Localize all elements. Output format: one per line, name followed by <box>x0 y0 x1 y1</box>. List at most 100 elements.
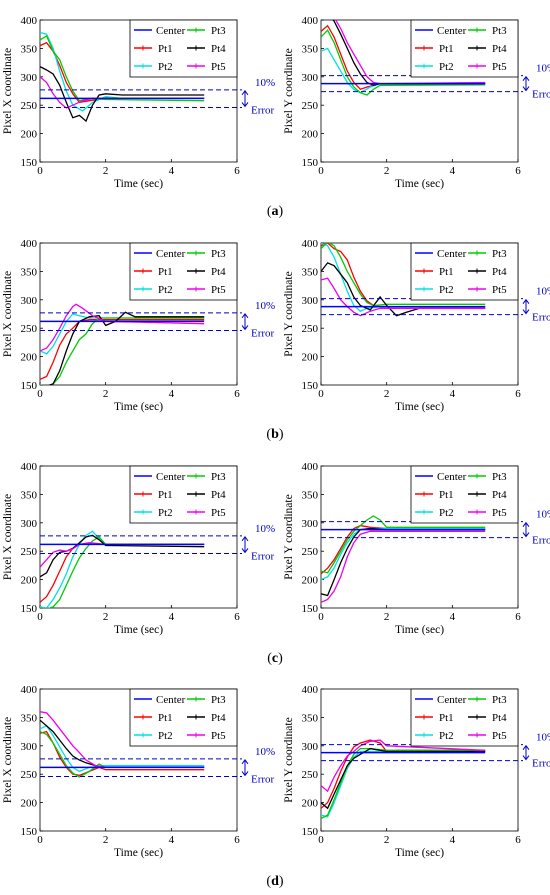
error-arrow-head-up <box>522 744 530 750</box>
error-label-top: 10% <box>536 509 550 521</box>
x-tick-label: 4 <box>450 834 456 846</box>
y-tick-label: 350 <box>302 489 319 501</box>
x-tick-label: 0 <box>37 165 43 177</box>
y-tick-label: 300 <box>21 295 38 307</box>
legend: Center Pt3 Pt1 Pt4 Pt2 Pt5 <box>410 688 519 747</box>
legend-label-pt2: Pt2 <box>158 507 173 519</box>
legend-label-pt4: Pt4 <box>211 489 226 501</box>
chart-panel-5: 0 2 4 6 150 200 250 300 350 400 Time (sec) Pixel Y … <box>283 461 550 636</box>
x-tick-label: 0 <box>318 834 324 846</box>
x-axis-label: Time (sec) <box>395 178 444 190</box>
data-layer <box>40 530 205 608</box>
legend-label-pt2: Pt2 <box>439 507 454 519</box>
y-tick-label: 350 <box>21 266 38 278</box>
error-label-top: 10% <box>255 77 275 89</box>
series-line-pt4 <box>321 747 486 810</box>
y-tick-label: 250 <box>302 769 319 781</box>
y-tick-label: 200 <box>21 129 38 141</box>
x-tick-label: 0 <box>37 611 43 623</box>
y-tick-label: 400 <box>302 461 319 473</box>
error-arrow-head-up <box>522 298 530 304</box>
error-arrow-head-down <box>522 86 530 92</box>
y-tick-label: 400 <box>21 684 38 696</box>
x-tick-label: 6 <box>515 165 521 177</box>
y-tick-label: 400 <box>21 238 38 250</box>
error-arrow-head-up <box>522 75 530 81</box>
x-tick-label: 2 <box>103 388 109 400</box>
series-line-pt3 <box>321 29 486 96</box>
y-tick-label: 350 <box>302 266 319 278</box>
legend-label-pt5: Pt5 <box>492 61 507 73</box>
subfigure-label-c: (c) <box>267 651 283 666</box>
y-axis-label: Pixel Y coordinate <box>283 494 295 579</box>
legend-label-pt5: Pt5 <box>492 507 507 519</box>
x-axis-label: Time (sec) <box>114 401 163 413</box>
series-line-pt4 <box>40 66 205 123</box>
y-tick-label: 300 <box>21 741 38 753</box>
y-axis-label: Pixel X coordinate <box>2 271 14 357</box>
legend-label-pt1: Pt1 <box>439 712 454 724</box>
error-arrow-head-down <box>522 755 530 761</box>
series-line-pt2 <box>40 530 205 608</box>
legend-label-pt3: Pt3 <box>211 471 226 483</box>
error-label-top: 10% <box>255 746 275 758</box>
legend-label-pt5: Pt5 <box>211 507 226 519</box>
x-tick-label: 6 <box>234 388 240 400</box>
series-line-pt3 <box>40 536 205 608</box>
x-tick-label: 2 <box>384 834 390 846</box>
y-tick-label: 250 <box>21 100 38 112</box>
legend-label-pt1: Pt1 <box>158 43 173 55</box>
x-axis-label: Time (sec) <box>114 624 163 636</box>
series-line-pt2 <box>321 527 486 581</box>
error-arrow-head-up <box>241 90 249 96</box>
y-tick-label: 300 <box>302 741 319 753</box>
y-tick-label: 150 <box>302 157 319 169</box>
error-label-bottom: Error <box>251 104 275 116</box>
y-axis-label: Pixel X coordinate <box>2 48 14 134</box>
y-tick-label: 300 <box>302 518 319 530</box>
x-tick-label: 0 <box>318 388 324 400</box>
y-tick-label: 150 <box>21 826 38 838</box>
x-tick-label: 2 <box>103 834 109 846</box>
series-line-pt4 <box>47 311 205 385</box>
legend-label-pt1: Pt1 <box>158 712 173 724</box>
y-tick-label: 400 <box>21 15 38 27</box>
legend: Center Pt3 Pt1 Pt4 Pt2 Pt5 <box>129 19 238 78</box>
x-tick-label: 6 <box>515 388 521 400</box>
legend-label-pt3: Pt3 <box>211 25 226 37</box>
legend-label-pt3: Pt3 <box>492 25 507 37</box>
legend-label-pt5: Pt5 <box>211 61 226 73</box>
x-tick-label: 4 <box>450 165 456 177</box>
y-tick-label: 250 <box>21 769 38 781</box>
y-tick-label: 150 <box>302 380 319 392</box>
legend: Center Pt3 Pt1 Pt4 Pt2 Pt5 <box>410 19 519 78</box>
error-arrow-head-down <box>241 548 249 554</box>
legend-label-pt2: Pt2 <box>439 284 454 296</box>
data-layer <box>40 711 205 778</box>
legend-label-pt4: Pt4 <box>211 266 226 278</box>
x-tick-label: 4 <box>169 165 175 177</box>
legend-label-center: Center <box>156 471 186 483</box>
legend-label-pt5: Pt5 <box>211 284 226 296</box>
y-tick-label: 150 <box>302 603 319 615</box>
legend: Center Pt3 Pt1 Pt4 Pt2 Pt5 <box>410 465 519 524</box>
error-arrow-head-up <box>241 759 249 765</box>
chart-panel-7: 0 2 4 6 150 200 250 300 350 400 Time (sec) Pixel Y … <box>283 684 550 859</box>
x-tick-label: 2 <box>103 611 109 623</box>
x-tick-label: 4 <box>169 834 175 846</box>
series-line-pt5 <box>321 277 486 317</box>
legend-label-pt3: Pt3 <box>492 248 507 260</box>
x-tick-label: 4 <box>450 388 456 400</box>
x-tick-label: 4 <box>169 611 175 623</box>
legend-label-pt1: Pt1 <box>439 43 454 55</box>
x-axis-label: Time (sec) <box>395 624 444 636</box>
series-line-pt4 <box>321 262 486 317</box>
y-tick-label: 250 <box>21 546 38 558</box>
series-line-pt4 <box>332 20 486 86</box>
series-line-pt4 <box>40 534 205 578</box>
error-label-bottom: Error <box>532 89 550 101</box>
x-axis-label: Time (sec) <box>114 178 163 190</box>
y-tick-label: 300 <box>21 72 38 84</box>
error-label-bottom: Error <box>251 327 275 339</box>
